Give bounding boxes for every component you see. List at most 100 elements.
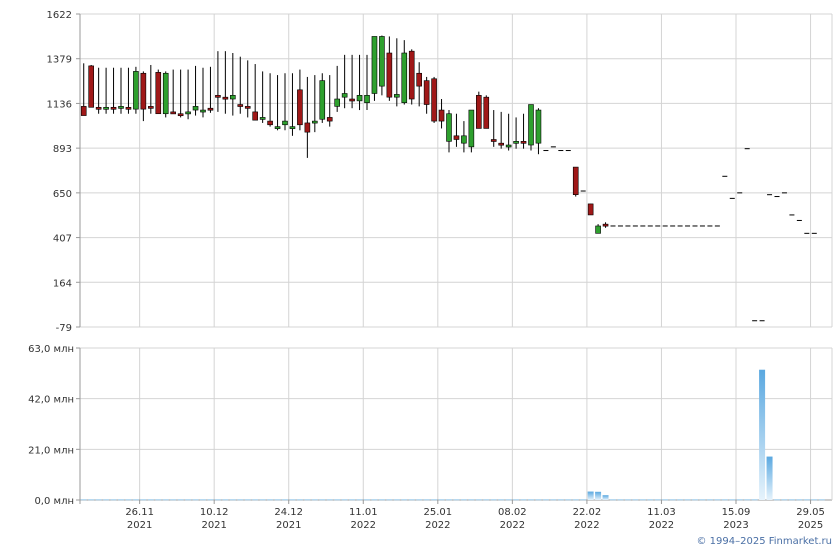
volume-bar bbox=[214, 499, 221, 501]
x-tick-date: 26.11 bbox=[125, 507, 154, 518]
volume-bar bbox=[460, 499, 467, 501]
volume-bar bbox=[617, 499, 624, 501]
volume-bar bbox=[781, 499, 788, 501]
candle-body bbox=[312, 120, 318, 124]
candle-body bbox=[408, 50, 415, 100]
volume-bar bbox=[431, 499, 438, 501]
volume-bar bbox=[759, 369, 766, 500]
candle-body bbox=[155, 72, 162, 115]
candle-body bbox=[453, 135, 460, 140]
candle-body bbox=[244, 106, 251, 109]
volume-grid bbox=[76, 347, 833, 504]
volume-bar bbox=[542, 499, 549, 501]
volume-bar bbox=[118, 499, 124, 501]
volume-bar bbox=[580, 499, 587, 501]
candle-body bbox=[341, 93, 348, 98]
volume-bar bbox=[386, 499, 393, 501]
volume-bar bbox=[468, 499, 475, 501]
volume-bar bbox=[453, 499, 460, 501]
volume-bar bbox=[677, 499, 684, 501]
volume-bar bbox=[602, 495, 609, 500]
volume-bar bbox=[811, 499, 818, 501]
candle-body bbox=[118, 106, 124, 109]
volume-bar bbox=[267, 499, 274, 501]
volume-bar bbox=[505, 499, 512, 501]
volume-bar bbox=[513, 499, 520, 501]
candle-body bbox=[535, 109, 542, 144]
volume-bar bbox=[110, 499, 117, 501]
candle-body bbox=[88, 65, 94, 108]
volume-bar bbox=[252, 499, 259, 501]
candle-body bbox=[364, 95, 370, 103]
volume-bar bbox=[289, 499, 296, 501]
volume-bar bbox=[565, 499, 572, 501]
x-tick-date: 29.05 bbox=[796, 507, 825, 518]
volume-bar bbox=[535, 499, 542, 501]
x-tick-year: 2022 bbox=[425, 520, 450, 531]
volume-bar bbox=[88, 499, 95, 501]
candle-body bbox=[334, 98, 340, 107]
volume-bar bbox=[125, 499, 132, 501]
volume-bar bbox=[684, 499, 691, 501]
volume-bar bbox=[80, 499, 87, 501]
candle-body bbox=[304, 122, 311, 133]
volume-bar bbox=[244, 499, 251, 501]
volume-bar bbox=[177, 499, 184, 501]
candle-body bbox=[207, 107, 214, 111]
x-tick-year: 2022 bbox=[649, 520, 674, 531]
volume-bar bbox=[692, 499, 698, 501]
volume-bar bbox=[162, 499, 169, 501]
candle-body bbox=[520, 141, 527, 144]
volume-bar bbox=[95, 499, 102, 501]
candle-body bbox=[177, 113, 184, 117]
candle-body bbox=[259, 117, 266, 120]
volume-bar bbox=[706, 499, 713, 501]
volume-bar bbox=[170, 499, 177, 501]
volume-bar bbox=[736, 499, 743, 501]
volume-bar bbox=[408, 499, 415, 501]
price-y-tick-label: 1379 bbox=[47, 55, 72, 66]
volume-bar bbox=[259, 499, 266, 501]
volume-bar bbox=[341, 499, 348, 501]
volume-bar bbox=[662, 499, 669, 501]
volume-bar bbox=[364, 499, 370, 501]
candle-body bbox=[319, 80, 326, 120]
volume-bars bbox=[80, 369, 825, 501]
candle-body bbox=[371, 36, 378, 94]
x-tick-year: 2021 bbox=[201, 520, 226, 531]
candle-body bbox=[326, 117, 333, 122]
candle-body bbox=[438, 109, 445, 122]
x-tick-date: 22.02 bbox=[573, 507, 602, 518]
volume-bar bbox=[319, 499, 326, 501]
price-y-tick-label: 164 bbox=[53, 278, 72, 289]
volume-bar bbox=[624, 499, 631, 501]
candle-body bbox=[476, 95, 482, 129]
price-y-tick-label: 407 bbox=[53, 234, 72, 245]
candle-body bbox=[170, 111, 176, 115]
candle-body bbox=[416, 72, 422, 87]
volume-bar bbox=[311, 499, 318, 501]
candle-body bbox=[602, 223, 609, 227]
candle-body bbox=[587, 203, 594, 216]
credit-text[interactable]: © 1994–2025 Finmarket.ru bbox=[696, 536, 832, 547]
x-tick-year: 2022 bbox=[500, 520, 525, 531]
candle-body bbox=[386, 52, 393, 98]
volume-bar bbox=[557, 499, 564, 501]
volume-bar bbox=[192, 499, 199, 501]
candle-body bbox=[162, 72, 169, 115]
candle-body bbox=[237, 104, 244, 107]
candle-body bbox=[356, 95, 363, 102]
volume-bar bbox=[766, 456, 773, 500]
candle-body bbox=[289, 126, 296, 129]
price-y-tick-label: -79 bbox=[56, 323, 72, 334]
price-grid bbox=[76, 13, 833, 328]
candle-body bbox=[446, 113, 452, 142]
candle-body bbox=[431, 78, 437, 122]
volume-bar bbox=[378, 499, 385, 501]
candle-body bbox=[379, 36, 385, 87]
x-tick-date: 10.12 bbox=[200, 507, 229, 518]
candle-body bbox=[185, 111, 191, 115]
candle-body bbox=[103, 106, 109, 110]
volume-bar bbox=[572, 499, 579, 501]
candle-body bbox=[595, 225, 601, 234]
